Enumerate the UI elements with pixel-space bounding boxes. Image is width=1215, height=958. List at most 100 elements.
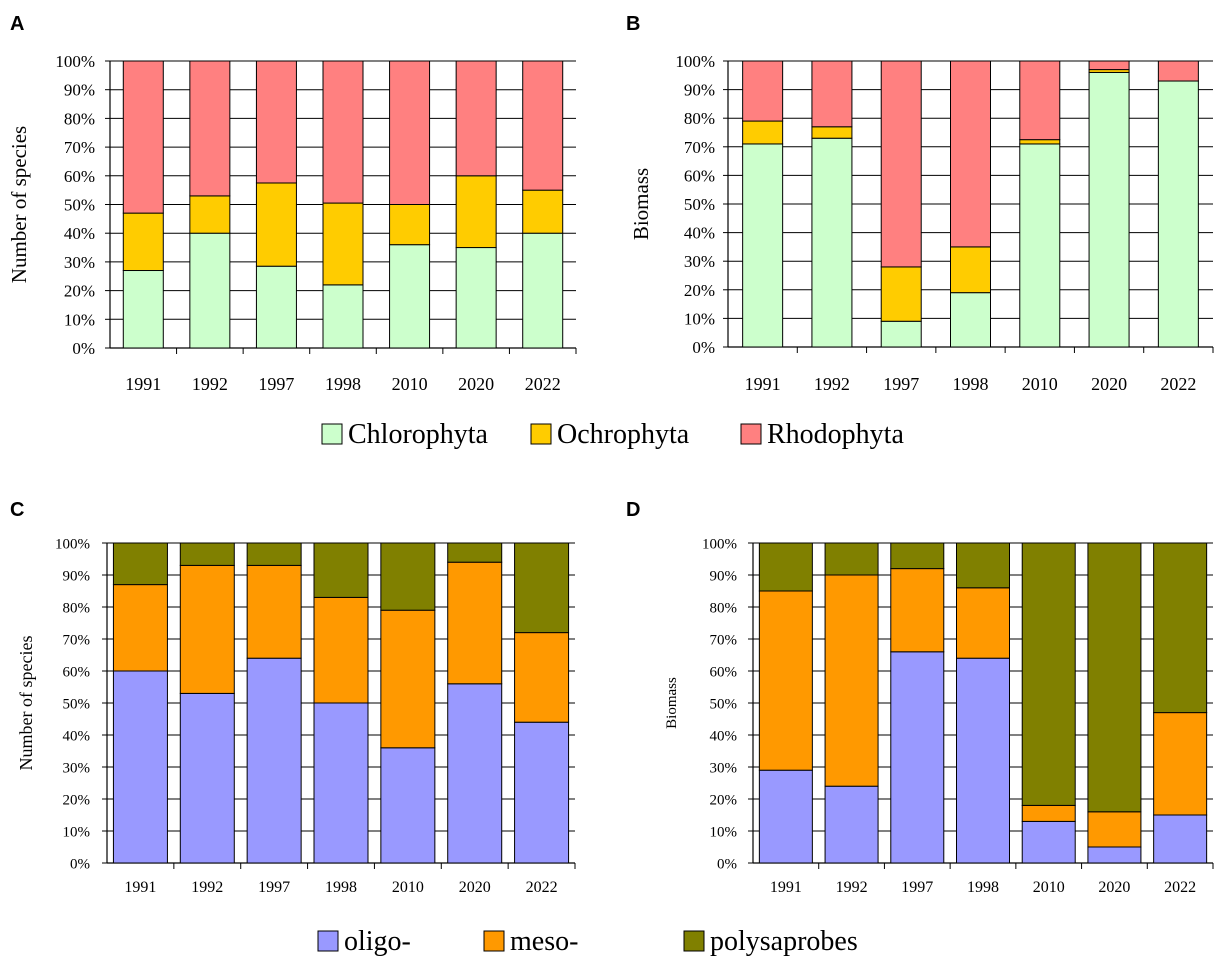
panel-d-bar-meso-1992 [824, 574, 879, 787]
panel-a-y-tick-label: 100% [55, 52, 95, 71]
panel-b-y-tick-label: 80% [684, 109, 715, 128]
panel-a-bar-chlorophyta-1997 [255, 265, 297, 349]
panel-c-x-tick-label-2022: 2022 [526, 879, 558, 896]
panel-a-x-tick-label-2022: 2022 [525, 374, 561, 394]
panel-b-x-tick-label-1992: 1992 [814, 374, 850, 394]
legend-bottom-swatch-polysaprobes [683, 930, 705, 952]
panel-letter-b: B [626, 13, 640, 35]
panel-d-bar-oligo-1998 [956, 657, 1010, 864]
panel-c-bar-oligo-1998 [313, 702, 369, 864]
panel-b-y-axis-label: Biomass [629, 168, 653, 240]
panel-a-x-tick-label-1991: 1991 [125, 374, 161, 394]
panel-b-bar-chlorophyta-1991 [742, 143, 784, 348]
panel-c-bar-meso-1998 [313, 596, 369, 704]
panel-c-x-tick-label-2020: 2020 [459, 879, 491, 896]
panel-b-bar-chlorophyta-1998 [950, 292, 991, 348]
panel-c-bar-oligo-1991 [112, 670, 168, 864]
panel-b-bar-rhodophyta-2020 [1088, 60, 1130, 71]
panel-d-x-tick-label-1998: 1998 [967, 879, 999, 896]
panel-a-y-tick-label: 70% [64, 138, 95, 157]
panel-a-y-tick-label: 10% [64, 310, 95, 329]
panel-letter-c: C [10, 499, 24, 521]
panel-b-x-tick-label-2010: 2010 [1022, 374, 1058, 394]
panel-d-bar-meso-2022 [1153, 712, 1208, 816]
panel-c-bar-polysaprobes-2010 [380, 542, 436, 611]
panel-c: C 0% 10% 20% 30% 40% 50% 60% 70% 80% 90% 100% 1991 1… [10, 499, 576, 896]
panel-c-bar-meso-1992 [179, 564, 235, 694]
panel-c-y-tick-label: 80% [63, 600, 91, 616]
panel-b-bar-ochrophyta-2010 [1019, 139, 1061, 145]
panel-c-bar-polysaprobes-1998 [313, 542, 369, 598]
panel-b-bar-chlorophyta-2022 [1157, 80, 1199, 348]
panel-d-bar-meso-1997 [890, 568, 945, 653]
panel-c-bar-meso-2020 [447, 561, 503, 685]
legend-bottom-swatch-meso [483, 930, 505, 952]
panel-b-bar-rhodophyta-2022 [1157, 60, 1199, 82]
panel-a-bar-ochrophyta-1991 [122, 212, 164, 272]
panel-c-y-tick-label: 60% [63, 664, 91, 680]
panel-b-y-tick-label: 50% [684, 195, 715, 214]
panel-b-x-tick-label-1991: 1991 [745, 374, 781, 394]
panel-a-bar-ochrophyta-2022 [522, 189, 564, 234]
panel-a-x-tick-label-2020: 2020 [458, 374, 494, 394]
panel-c-bar-oligo-2022 [514, 721, 570, 864]
legend-top-swatch-ochrophyta [530, 423, 552, 445]
panel-a-bar-chlorophyta-2020 [455, 247, 497, 349]
panel-b-y-tick-label: 0% [692, 338, 715, 357]
panel-b: B 0% 10% 20% 30% 40% 50% 60% 70% 80% 90% 100% 1991 1… [626, 13, 1214, 394]
panel-d-y-axis-label: Biomass [664, 677, 680, 729]
panel-b-x-tick-label-1998: 1998 [953, 374, 989, 394]
panel-a-x-tick-label-1992: 1992 [192, 374, 228, 394]
panel-b-y-tick-label: 90% [684, 81, 715, 100]
panel-d-y-tick-label: 0% [717, 856, 737, 872]
panel-d-y-tick-label: 80% [710, 600, 738, 616]
panel-d-y-tick-label: 20% [710, 792, 738, 808]
panel-c-bar-polysaprobes-2020 [447, 542, 503, 563]
panel-b-y-tick-label: 60% [684, 166, 715, 185]
panel-b-bar-rhodophyta-1997 [880, 60, 922, 268]
panel-c-y-tick-label: 50% [63, 696, 91, 712]
panel-d-bar-polysaprobes-2022 [1153, 542, 1208, 714]
panel-d-bar-polysaprobes-2010 [1021, 542, 1076, 806]
panel-d-bar-oligo-1997 [890, 651, 945, 864]
panel-a-bar-rhodophyta-2022 [522, 60, 564, 191]
panel-a-bar-chlorophyta-1998 [322, 284, 364, 349]
panel-letter-a: A [10, 13, 24, 35]
legend-bottom-label-meso: meso- [510, 926, 578, 957]
panel-b-x-tick-label-1997: 1997 [883, 374, 919, 394]
panel-letter-d: D [626, 499, 640, 521]
panel-a-bar-chlorophyta-1992 [189, 232, 231, 349]
panel-b-bar-rhodophyta-1992 [811, 60, 853, 128]
panel-a-bar-ochrophyta-1997 [255, 182, 297, 267]
panel-d: D 0% 10% 20% 30% 40% 50% 60% 70% 80% 90% 100% 1991 1… [626, 499, 1214, 896]
panel-a-y-tick-label: 90% [64, 81, 95, 100]
panel-a-bar-chlorophyta-2022 [522, 232, 564, 349]
panel-a-y-axis-label: Number of species [7, 126, 31, 283]
panel-d-y-tick-label: 60% [710, 664, 738, 680]
panel-a: A 0% 10% 20% 30% 40% 50% 60% 70% 80% 90% 100% 1991 1… [7, 13, 577, 394]
panel-c-bar-oligo-1992 [179, 692, 235, 864]
panel-a-bar-ochrophyta-1992 [189, 195, 231, 234]
panel-d-y-tick-label: 50% [710, 696, 738, 712]
panel-b-y-tick-label: 20% [684, 281, 715, 300]
panel-c-bar-oligo-2020 [447, 683, 503, 864]
panel-d-bar-polysaprobes-1997 [890, 542, 945, 570]
panel-c-x-tick-label-1997: 1997 [258, 879, 290, 896]
panel-b-bar-ochrophyta-1991 [742, 120, 784, 145]
panel-c-y-tick-label: 40% [63, 728, 91, 744]
panel-c-y-tick-label: 20% [63, 792, 91, 808]
panel-c-y-tick-label: 0% [70, 856, 90, 872]
panel-d-x-tick-label-1991: 1991 [770, 879, 802, 896]
panel-c-bar-polysaprobes-2022 [514, 542, 570, 634]
panel-d-bar-polysaprobes-2020 [1087, 542, 1142, 813]
panel-a-y-tick-label: 40% [64, 224, 95, 243]
panel-c-y-axis-label: Number of species [16, 636, 36, 771]
panel-c-bar-meso-1991 [112, 584, 168, 672]
panel-a-y-tick-label: 80% [64, 109, 95, 128]
panel-c-x-tick-label-1992: 1992 [191, 879, 223, 896]
panel-c-bar-meso-2022 [514, 632, 570, 723]
legend-top-swatch-chlorophyta [321, 423, 343, 445]
panel-d-y-tick-label: 90% [710, 568, 738, 584]
panel-d-bar-polysaprobes-1991 [758, 542, 813, 592]
